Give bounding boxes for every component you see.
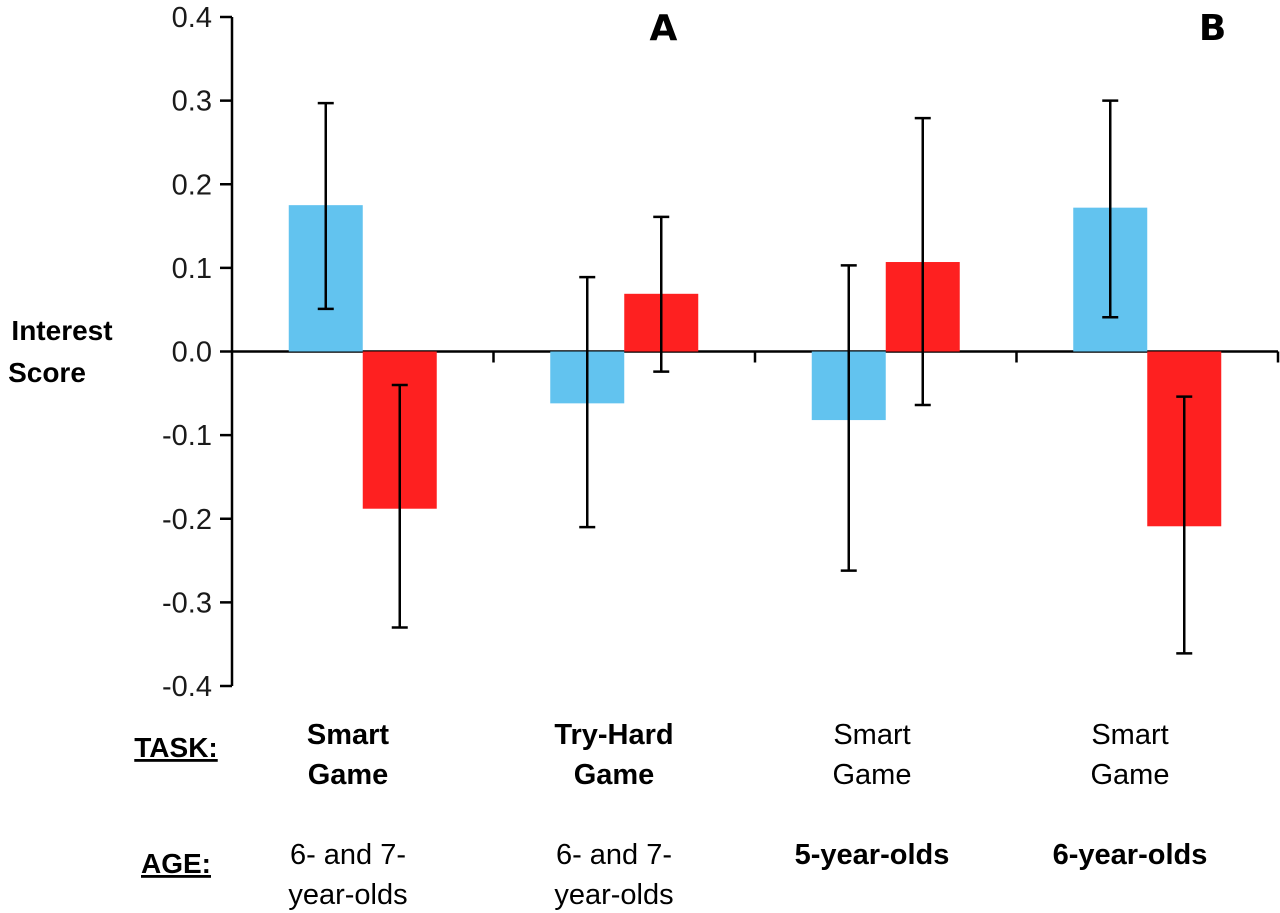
error-bars-layer xyxy=(317,99,1193,655)
age-row-header: AGE: xyxy=(141,848,211,879)
panel-label: A xyxy=(650,8,678,49)
task-label: Game xyxy=(1091,759,1170,791)
task-label: Try-Hard xyxy=(554,719,673,751)
y-tick-label: 0.0 xyxy=(172,337,212,369)
y-axis-title: Score xyxy=(8,357,86,388)
y-tick-label: 0.1 xyxy=(172,253,212,285)
age-label: 5-year-olds xyxy=(795,839,950,871)
task-label: Game xyxy=(833,759,912,791)
y-tick-label: -0.3 xyxy=(162,587,212,619)
y-axis-title: Interest xyxy=(11,315,112,346)
panel-label: B xyxy=(1199,8,1226,49)
y-tick-label: -0.4 xyxy=(162,671,212,703)
y-tick-label: -0.2 xyxy=(162,504,212,536)
age-label: year-olds xyxy=(288,879,407,911)
task-label: Smart xyxy=(1091,719,1168,751)
y-tick-label: 0.4 xyxy=(172,2,212,34)
y-tick-label: 0.2 xyxy=(172,169,212,201)
task-label: Game xyxy=(574,759,655,791)
bars-layer xyxy=(288,205,1222,527)
age-label: 6- and 7- xyxy=(556,839,672,871)
age-label: 6- and 7- xyxy=(290,839,406,871)
task-row-header: TASK: xyxy=(134,732,217,763)
task-label: Smart xyxy=(833,719,910,751)
y-tick-label: -0.1 xyxy=(162,420,212,452)
age-label: year-olds xyxy=(554,879,673,911)
y-tick-label: 0.3 xyxy=(172,86,212,118)
age-label: 6-year-olds xyxy=(1053,839,1208,871)
labels-layer: 0.4 0.3 0.2 0.1 0.0 -0.1 -0.2 -0.3 -0.4 A B Interes… xyxy=(8,2,1226,911)
task-label: Game xyxy=(308,759,389,791)
task-label: Smart xyxy=(307,719,390,751)
